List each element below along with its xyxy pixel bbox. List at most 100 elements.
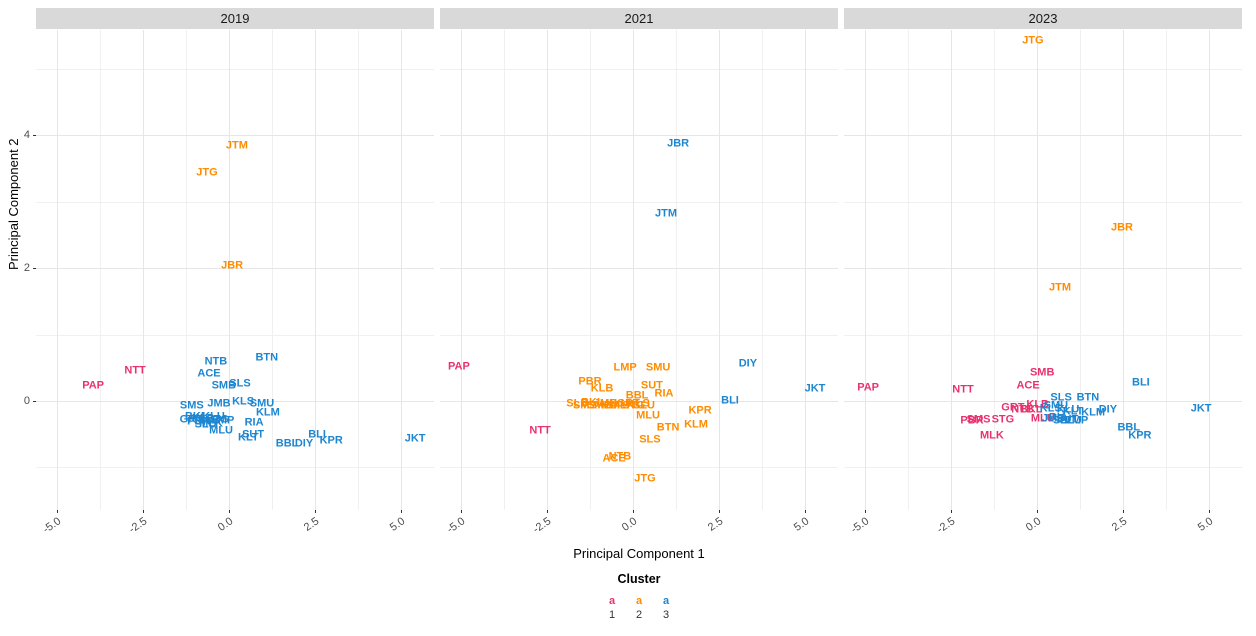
facet-panel-2019: PAP NTT JTG JTM JBR ACE NTB BTN SMB SLS SMS JMB KLS S… xyxy=(36,30,434,510)
facet-strip-2021: 2021 xyxy=(440,8,838,29)
y-tick-mark xyxy=(33,135,36,137)
point-label-SLU: SLU xyxy=(194,418,217,431)
gridline-horizontal xyxy=(36,201,434,203)
point-label-KLT: KLT xyxy=(238,431,259,444)
point-label-MLK: MLK xyxy=(610,399,635,412)
gridline-vertical xyxy=(1123,30,1124,510)
point-label-KLU: KLU xyxy=(202,410,225,423)
y-tick-mark xyxy=(33,268,36,270)
point-label-SLB: SLB xyxy=(566,397,589,410)
point-label-MLK: MLK xyxy=(979,429,1004,442)
point-label-KLM: KLM xyxy=(255,406,280,419)
point-label-DIY: DIY xyxy=(294,437,314,450)
point-label-PBR: PBR xyxy=(960,414,984,427)
point-label-SLS: SLS xyxy=(1050,391,1072,404)
point-label-KLB: KLB xyxy=(1026,398,1049,411)
gridline-vertical xyxy=(865,30,866,510)
gridline-vertical xyxy=(504,30,505,510)
x-axis-title: Principal Component 1 xyxy=(573,546,705,561)
x-tick-label: 2.5 xyxy=(705,515,726,534)
gridline-vertical xyxy=(1037,30,1038,510)
gridline-horizontal xyxy=(440,135,838,137)
gridline-vertical xyxy=(719,30,720,510)
x-tick-label: 5.0 xyxy=(1195,515,1216,534)
x-tick-mark xyxy=(1037,510,1038,513)
point-label-STG: STG xyxy=(991,413,1015,426)
x-tick-label: 2.5 xyxy=(301,515,322,534)
gridline-horizontal xyxy=(36,334,434,336)
point-label-PBR: PBR xyxy=(578,375,602,388)
gridline-horizontal xyxy=(844,268,1242,270)
x-tick-mark xyxy=(401,510,402,513)
gridline-horizontal xyxy=(440,467,838,469)
point-label-JBR: JBR xyxy=(1110,221,1134,234)
gridline-vertical xyxy=(461,30,462,510)
point-label-KLS: KLS xyxy=(627,397,650,410)
point-label-KLU: KLU xyxy=(1056,403,1080,416)
point-label-SLB: SLB xyxy=(198,414,220,427)
x-tick-mark xyxy=(547,510,548,513)
point-label-PAP: PAP xyxy=(447,360,470,373)
x-tick-label: 2.5 xyxy=(1109,515,1130,534)
x-tick-label: 0.0 xyxy=(619,515,640,534)
point-label-ACE: ACE xyxy=(197,367,221,380)
gridline-vertical xyxy=(229,30,230,510)
x-tick-label: 5.0 xyxy=(791,515,812,534)
point-label-NTB: NTB xyxy=(1011,403,1034,416)
point-label-MLU: MLU xyxy=(209,424,234,437)
point-label-PAP: PAP xyxy=(82,379,104,392)
point-label-BLI: BLI xyxy=(308,428,326,441)
point-label-SMS: SMS xyxy=(179,399,204,412)
point-label-JTM: JTM xyxy=(655,207,677,220)
gridline-vertical xyxy=(143,30,144,510)
point-label-BKL: BKL xyxy=(184,410,208,423)
point-label-BKL: BKL xyxy=(1019,403,1043,416)
legend-key-icon: a xyxy=(662,595,670,607)
gridline-vertical xyxy=(908,30,909,510)
point-label-SLS: SLS xyxy=(229,377,251,390)
point-label-JKT: JKT xyxy=(404,432,426,445)
point-label-SMB: SMB xyxy=(587,399,612,412)
point-label-STG: STG xyxy=(206,413,229,426)
facet-strip-2019: 2019 xyxy=(36,8,434,29)
gridline-horizontal xyxy=(844,334,1242,336)
point-label-MLK: MLK xyxy=(199,417,224,430)
point-label-MLU: MLU xyxy=(636,409,661,422)
point-label-NTT: NTT xyxy=(124,364,146,377)
point-label-KLT: KLT xyxy=(1062,405,1084,418)
gridline-vertical xyxy=(401,30,402,510)
point-label-KLT: KLT xyxy=(601,399,622,412)
x-tick-mark xyxy=(865,510,866,513)
gridline-vertical xyxy=(358,30,359,510)
point-label-ACE: ACE xyxy=(602,452,626,465)
point-label-DIY: DIY xyxy=(738,357,758,370)
x-tick-label: -5.0 xyxy=(40,515,64,536)
point-label-SMU: SMU xyxy=(645,361,671,374)
point-label-PBR: PBR xyxy=(187,415,211,428)
gridline-vertical xyxy=(547,30,548,510)
point-label-LMP: LMP xyxy=(613,361,637,374)
point-label-ACE: ACE xyxy=(1016,379,1040,392)
point-label-BTN: BTN xyxy=(656,421,680,434)
point-label-KPR: KPR xyxy=(1128,429,1152,441)
point-label-BBL: BBL xyxy=(1117,421,1141,434)
gridline-horizontal xyxy=(440,69,838,70)
gridline-horizontal xyxy=(36,135,434,137)
gridline-horizontal xyxy=(440,201,838,203)
point-label-SLS: SLS xyxy=(639,433,661,446)
y-tick-label: 2 xyxy=(23,262,30,275)
point-label-NTB: NTB xyxy=(608,450,632,463)
facet-panel-2023: JTG JBR JTM PAP NTT SMB ACE KLB NTB BKL GRT PBR SMS S… xyxy=(844,30,1242,510)
point-label-NTB: NTB xyxy=(204,355,228,368)
point-label-BLI: BLI xyxy=(721,394,739,407)
point-label-JMB: JMB xyxy=(1041,412,1066,425)
point-label-RIA: RIA xyxy=(1048,411,1068,424)
point-label-RIA: RIA xyxy=(244,416,264,429)
point-label-SMB: SMB xyxy=(1029,366,1055,379)
point-label-BTN: BTN xyxy=(1076,391,1100,404)
